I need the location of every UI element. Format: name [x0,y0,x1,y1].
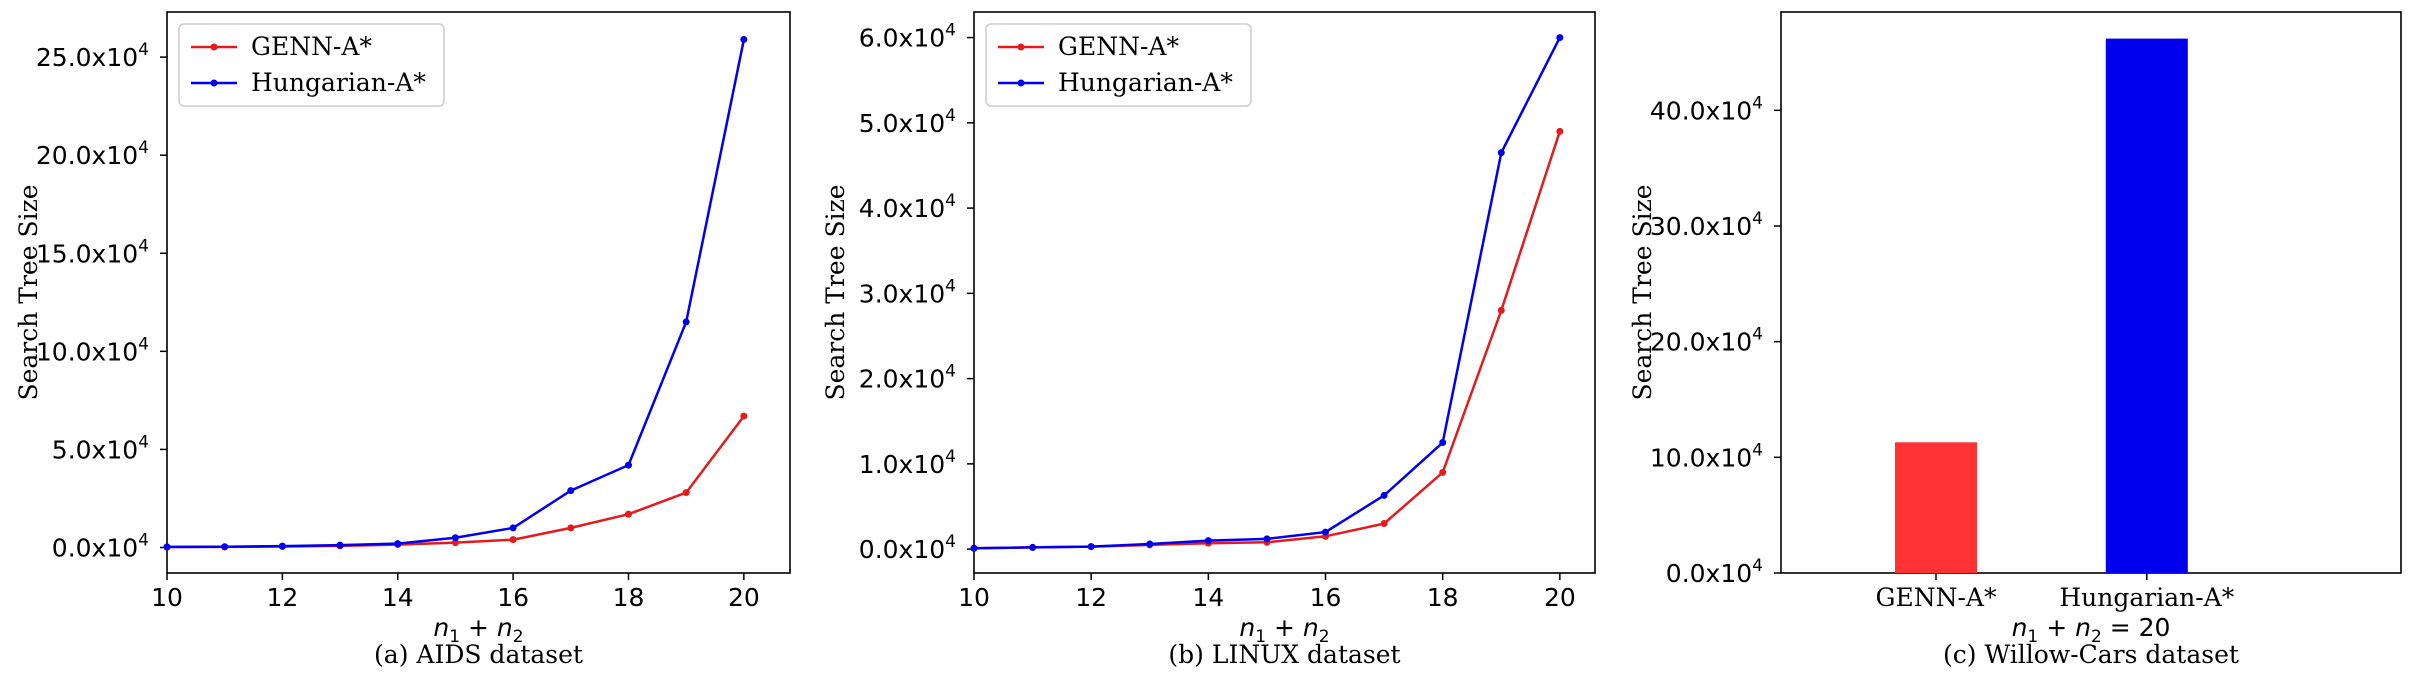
y-tick-label: 25.0x104 [36,40,149,72]
plot-frame [1780,11,2402,574]
data-point [740,35,748,43]
legend-label: Hungarian-A* [251,68,426,97]
y-tick-label: 5.0x104 [52,432,149,464]
y-axis-label: Search Tree Size [1628,184,1657,400]
data-point [1380,491,1388,499]
data-point [509,536,517,544]
series-line-2 [973,37,1561,550]
chart-panel-2: 0.0x104 1.0x104 2.0x104 3.0x104 4.0x104 5.0x1… [821,11,1596,669]
x-tick-label: 10 [151,583,183,612]
x-tick-label: 12 [1075,583,1107,612]
legend-label: Hungarian-A* [1058,68,1233,97]
x-axis-label: n1 + n2 [1239,613,1329,647]
subfigure-caption: (b) LINUX dataset [1168,640,1400,669]
x-axis-label: n1 + n2 [433,613,523,647]
legend-marker [1017,79,1025,87]
legend-box [178,23,445,107]
series-line-2 [166,39,746,549]
y-tick-label: 20.0x104 [36,138,149,170]
data-point [624,510,632,518]
data-point [970,544,978,552]
legend-box [985,23,1252,107]
x-tick-label: 16 [1310,583,1342,612]
data-point [1029,543,1037,551]
data-point [624,461,632,469]
data-point [1497,149,1505,157]
y-tick-label: 40.0x104 [1650,93,1763,125]
bar-2 [2105,38,2188,573]
data-point [1204,537,1212,545]
y-tick-label: 5.0x104 [859,106,956,138]
x-tick-label: 10 [958,583,990,612]
y-tick-label: 3.0x104 [859,276,956,308]
x-tick-label: Hungarian-A* [2059,583,2234,612]
subfigure-caption: (a) AIDS dataset [374,640,583,669]
x-tick-label: 18 [1427,583,1459,612]
y-tick-label: 30.0x104 [1650,209,1763,241]
data-point [1380,520,1388,528]
data-point [163,543,171,551]
series-line-1 [973,131,1561,550]
series-line-1 [166,415,745,549]
legend-label: GENN-A* [1058,32,1179,61]
chart-panel-3: 0.0x104 10.0x104 20.0x104 30.0x104 40.0x104 S… [1628,11,2402,669]
legend-marker [1017,43,1025,51]
data-point [336,541,344,549]
plot-frame [166,11,791,574]
data-point [567,487,575,495]
y-tick-label: 10.0x104 [36,334,149,366]
x-tick-label: 18 [613,583,645,612]
y-axis-label: Search Tree Size [821,184,850,400]
data-point [509,524,517,532]
data-point [1556,127,1564,135]
y-tick-label: 0.0x104 [1666,556,1763,588]
data-point [1439,468,1447,476]
data-point [451,539,459,547]
data-point [1497,306,1505,314]
legend: GENN-A* Hungarian-A* [985,23,1252,107]
x-tick-label: GENN-A* [1876,583,1997,612]
data-point [567,524,575,532]
data-point [682,489,690,497]
y-tick-label: 0.0x104 [52,531,149,563]
x-tick-label: 20 [1544,583,1576,612]
y-tick-label: 6.0x104 [859,21,956,53]
y-tick-label: 20.0x104 [1650,325,1763,357]
x-axis-label: n1 + n2 = 20 [2012,613,2171,647]
data-point [394,540,402,548]
data-point [682,318,690,326]
y-tick-label: 10.0x104 [1650,440,1763,472]
data-point [451,534,459,542]
x-tick-label: 12 [266,583,298,612]
plot-frame [973,11,1596,574]
y-tick-label: 1.0x104 [859,447,956,479]
y-tick-label: 0.0x104 [859,532,956,564]
x-tick-label: 14 [1192,583,1224,612]
x-tick-label: 20 [728,583,760,612]
data-point [1322,528,1330,536]
data-point [740,412,748,420]
legend: GENN-A* Hungarian-A* [178,23,445,107]
data-point [221,543,229,551]
y-tick-label: 2.0x104 [859,362,956,394]
data-point [1556,34,1564,42]
x-tick-label: 16 [497,583,529,612]
legend-marker [210,43,218,51]
legend-marker [210,79,218,87]
subfigure-caption: (c) Willow-Cars dataset [1943,640,2239,669]
data-point [278,542,286,550]
y-tick-label: 15.0x104 [36,236,149,268]
bar-1 [1895,442,1977,573]
data-point [1263,535,1271,543]
legend-label: GENN-A* [251,32,372,61]
x-tick-label: 14 [382,583,414,612]
data-point [1439,439,1447,447]
y-axis-label: Search Tree Size [14,184,43,400]
data-point [1087,543,1095,551]
y-tick-label: 4.0x104 [859,191,956,223]
chart-panel-1: 0.0x104 5.0x104 10.0x104 15.0x104 20.0x104 25… [14,11,791,669]
data-point [1146,540,1154,548]
